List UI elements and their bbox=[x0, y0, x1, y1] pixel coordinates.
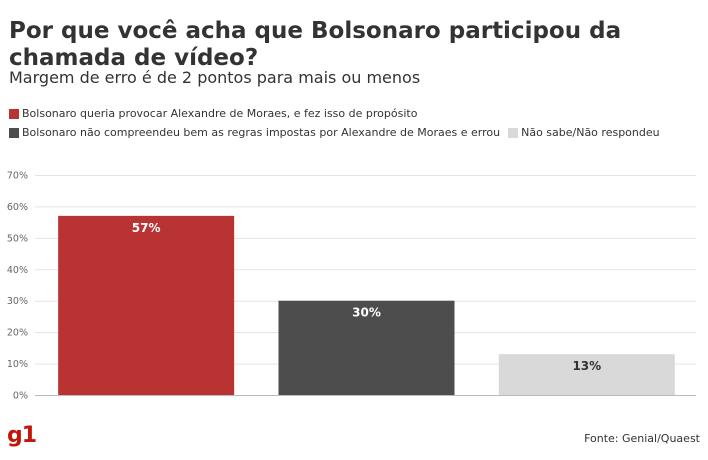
legend-label-3: Não sabe/Não respondeu bbox=[521, 126, 660, 139]
legend-item-1: Bolsonaro queria provocar Alexandre de M… bbox=[9, 107, 417, 121]
bar-value-label-1: 57% bbox=[132, 221, 161, 235]
legend-swatch-2 bbox=[9, 128, 19, 138]
bar-2 bbox=[278, 300, 455, 395]
y-tick-label: 60% bbox=[7, 202, 28, 213]
chart-subtitle: Margem de erro é de 2 pontos para mais o… bbox=[9, 68, 421, 87]
legend-label-2: Bolsonaro não compreendeu bem as regras … bbox=[22, 126, 501, 139]
y-tick-label: 30% bbox=[7, 296, 28, 307]
bar-value-label-2: 30% bbox=[352, 306, 381, 320]
legend-item-2: Bolsonaro não compreendeu bem as regras … bbox=[9, 126, 500, 140]
g1-logo: g1 bbox=[7, 423, 37, 448]
legend-item-3: Não sabe/Não respondeu bbox=[508, 126, 660, 140]
chart-title: Por que você acha que Bolsonaro particip… bbox=[9, 18, 622, 71]
legend-swatch-3 bbox=[508, 128, 519, 138]
legend-swatch-1 bbox=[9, 109, 19, 119]
source-note: Fonte: Genial/Quaest bbox=[584, 432, 700, 445]
legend-row-2: Bolsonaro não compreendeu bem as regras … bbox=[9, 125, 704, 141]
bar-chart: 0% 10% 20% 30% 40% 50% 60% 70% 57% 30% 13% bbox=[7, 171, 696, 402]
bar-1 bbox=[58, 215, 235, 395]
y-tick-label: 0% bbox=[13, 391, 28, 402]
y-tick-label: 40% bbox=[7, 265, 28, 276]
y-tick-label: 10% bbox=[7, 359, 28, 370]
y-tick-label: 20% bbox=[7, 328, 28, 339]
bar-3 bbox=[498, 354, 675, 395]
bar-value-label-3: 13% bbox=[572, 359, 601, 373]
legend-label-1: Bolsonaro queria provocar Alexandre de M… bbox=[22, 107, 418, 120]
y-tick-label: 50% bbox=[7, 233, 28, 244]
legend-row-1: Bolsonaro queria provocar Alexandre de M… bbox=[9, 106, 704, 122]
y-tick-label: 70% bbox=[7, 171, 28, 182]
legend: Bolsonaro queria provocar Alexandre de M… bbox=[9, 106, 704, 144]
